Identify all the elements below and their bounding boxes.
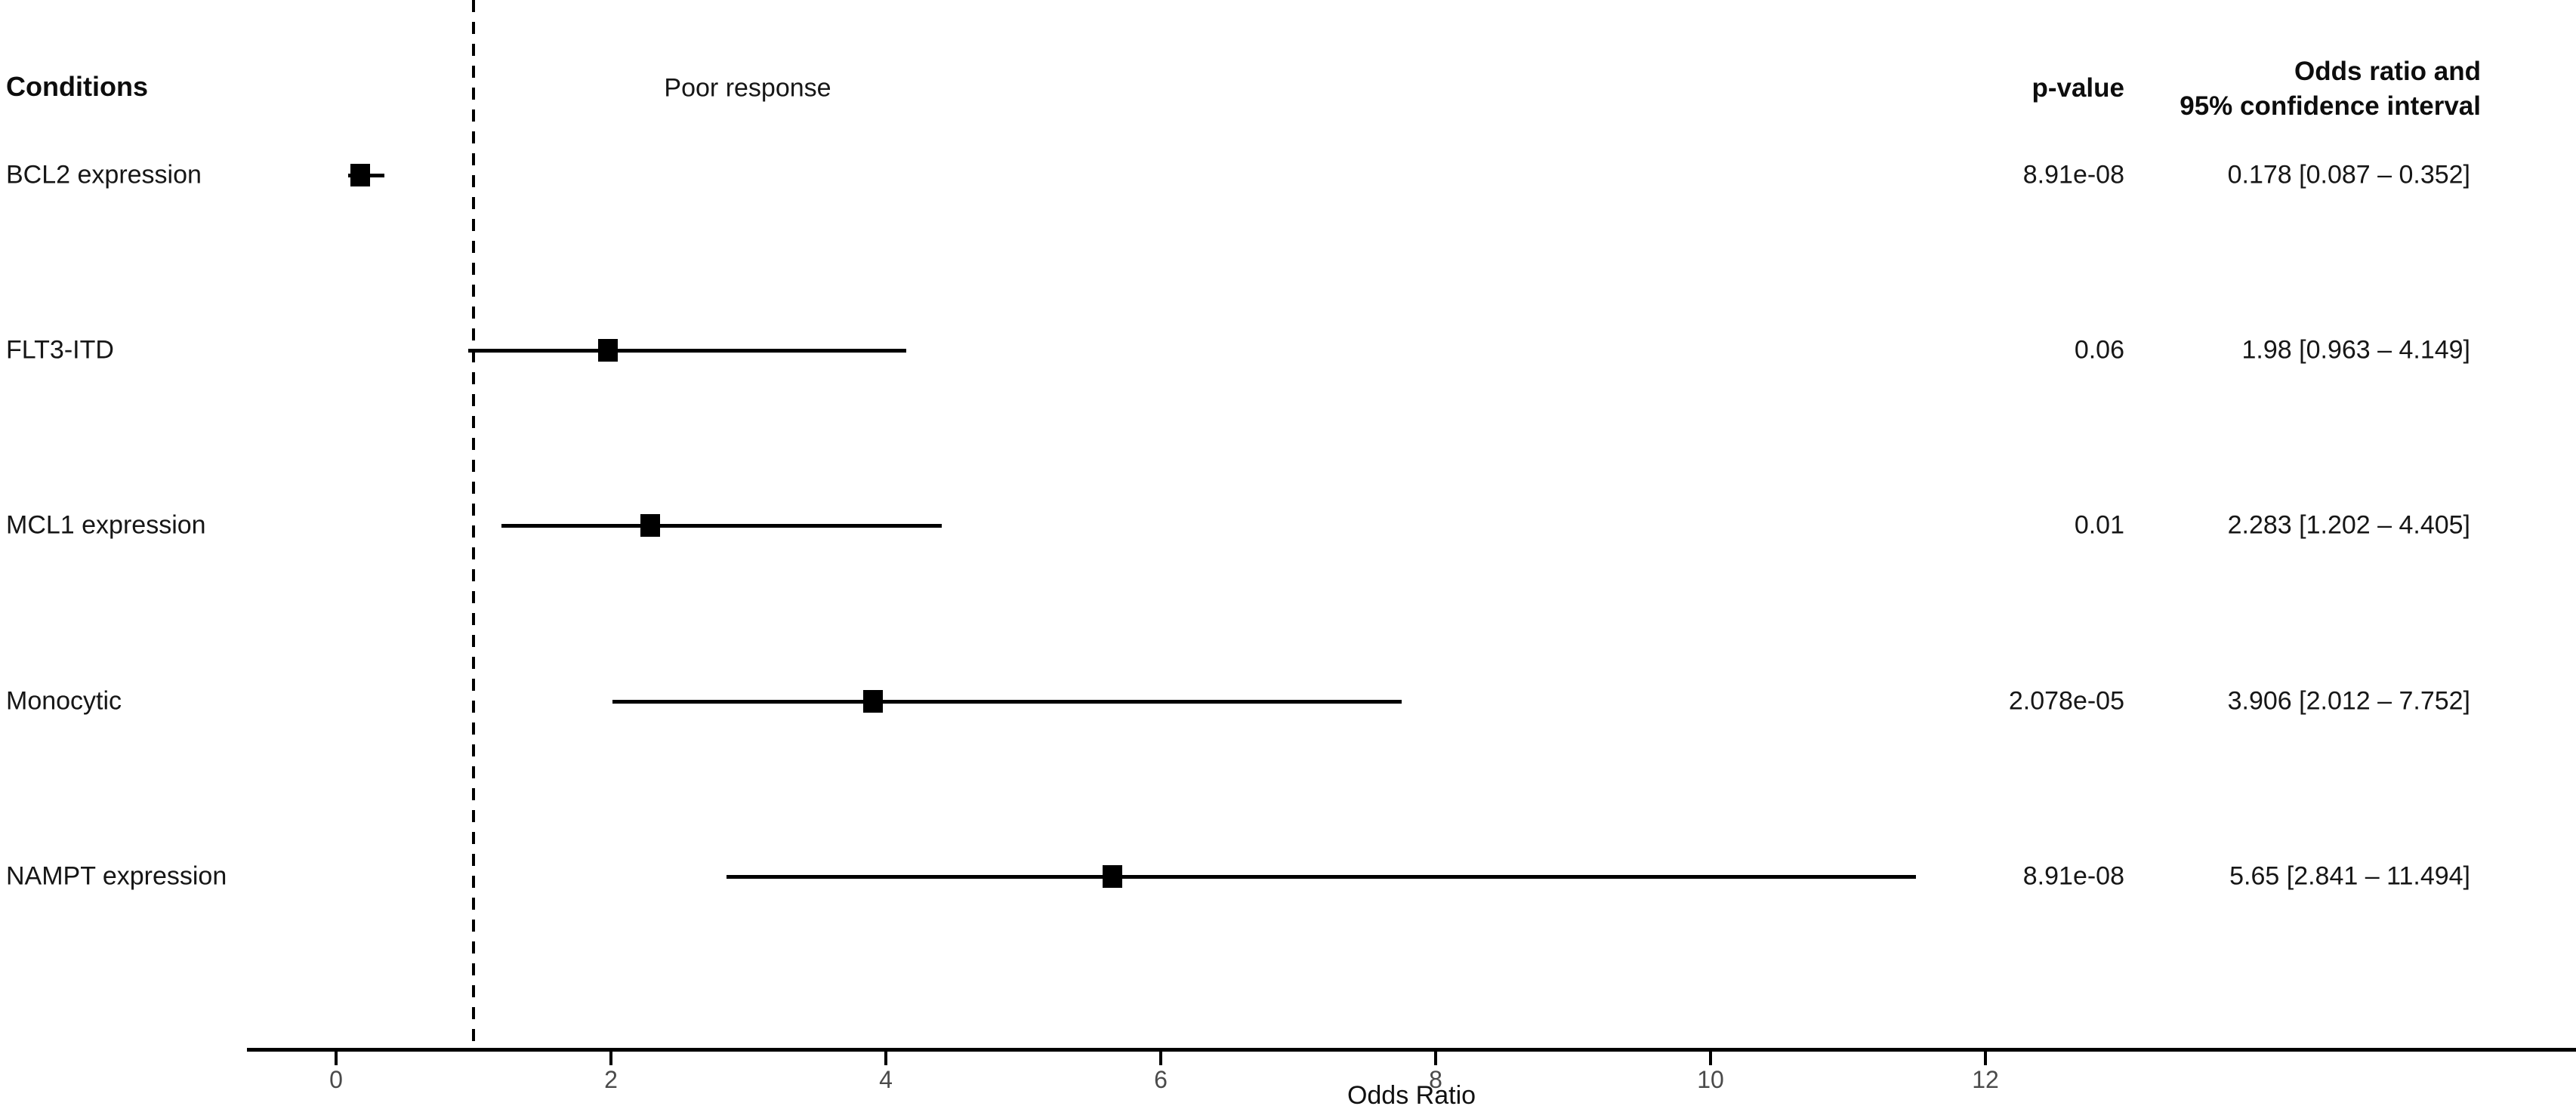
reference-line — [472, 0, 475, 1048]
confidence-interval-line — [501, 524, 942, 528]
or-ci-text: 2.283 [1.202 – 4.405] — [2227, 510, 2470, 540]
odds-ratio-marker — [1103, 865, 1123, 888]
tick-label: 0 — [329, 1066, 343, 1093]
or-ci-text: 1.98 [0.963 – 4.149] — [2241, 335, 2470, 365]
tick-label: 4 — [879, 1066, 893, 1093]
tick-mark — [609, 1052, 612, 1065]
pvalue-text: 0.01 — [2074, 510, 2124, 540]
tick-mark — [1434, 1052, 1437, 1065]
tick-label: 12 — [1972, 1066, 1999, 1093]
tick-label: 2 — [604, 1066, 618, 1093]
odds-ratio-marker — [862, 690, 883, 713]
conditions-column-header: Conditions — [6, 71, 148, 102]
condition-label: BCL2 expression — [6, 160, 202, 189]
pvalue-text: 8.91e-08 — [2022, 160, 2124, 189]
axis-line — [247, 1048, 2576, 1052]
pvalue-text: 8.91e-08 — [2022, 861, 2124, 891]
poor-response-label: Poor response — [664, 73, 831, 103]
tick-mark — [1984, 1052, 1987, 1065]
condition-label: MCL1 expression — [6, 510, 206, 540]
axis-title: Odds Ratio — [1347, 1081, 1476, 1106]
confidence-interval-line — [612, 700, 1402, 704]
tick-label: 8 — [1429, 1066, 1442, 1093]
condition-label: Monocytic — [6, 686, 122, 716]
odds-ratio-marker — [350, 164, 371, 186]
tick-label: 6 — [1154, 1066, 1168, 1093]
or-ci-text: 5.65 [2.841 – 11.494] — [2229, 861, 2470, 891]
condition-label: FLT3-ITD — [6, 335, 114, 365]
odds-ratio-marker — [640, 514, 660, 537]
pvalue-text: 2.078e-05 — [2008, 686, 2124, 716]
odds-ratio-header-line1: Odds ratio and — [2294, 57, 2481, 86]
pvalue-column-header: p-value — [2031, 73, 2124, 103]
odds-ratio-marker — [598, 339, 619, 362]
tick-mark — [1159, 1052, 1162, 1065]
or-ci-text: 3.906 [2.012 – 7.752] — [2227, 686, 2470, 716]
tick-mark — [884, 1052, 887, 1065]
confidence-interval-line — [468, 349, 907, 353]
condition-label: NAMPT expression — [6, 861, 227, 891]
odds-ratio-column-header: Odds ratio and 95% confidence interval — [2180, 54, 2481, 124]
confidence-interval-line — [727, 875, 1916, 879]
odds-ratio-header-line2: 95% confidence interval — [2180, 91, 2481, 121]
tick-label: 10 — [1697, 1066, 1724, 1093]
pvalue-text: 0.06 — [2074, 335, 2124, 365]
tick-mark — [1709, 1052, 1712, 1065]
tick-mark — [335, 1052, 338, 1065]
or-ci-text: 0.178 [0.087 – 0.352] — [2227, 160, 2470, 189]
